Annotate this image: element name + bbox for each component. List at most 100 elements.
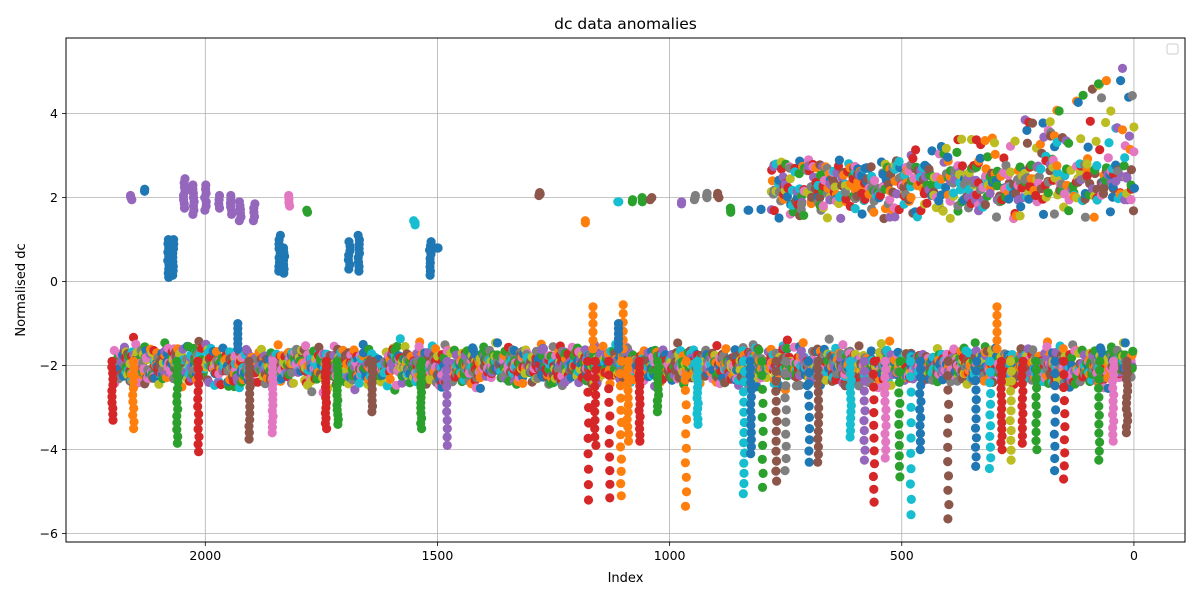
data-point bbox=[193, 394, 203, 404]
data-point bbox=[1017, 431, 1027, 441]
data-point bbox=[1106, 106, 1116, 116]
data-point bbox=[1043, 188, 1053, 198]
data-point bbox=[815, 193, 825, 203]
data-point bbox=[1058, 344, 1068, 354]
data-point bbox=[869, 207, 879, 217]
data-point bbox=[1050, 381, 1060, 391]
data-point bbox=[876, 339, 886, 349]
data-point bbox=[275, 230, 285, 240]
y-tick-label: −4 bbox=[40, 442, 58, 457]
data-point bbox=[771, 466, 781, 476]
data-point bbox=[409, 216, 419, 226]
data-point bbox=[201, 180, 211, 190]
data-point bbox=[1022, 125, 1032, 135]
data-point bbox=[859, 386, 869, 396]
data-point bbox=[992, 319, 1002, 329]
data-point bbox=[1094, 455, 1104, 465]
data-point bbox=[885, 336, 895, 346]
y-axis-label: Normalised dc bbox=[14, 243, 29, 336]
data-point bbox=[757, 412, 767, 422]
data-point bbox=[1060, 448, 1070, 458]
data-point bbox=[194, 409, 204, 419]
data-point bbox=[1010, 136, 1020, 146]
data-point bbox=[616, 430, 626, 440]
data-point bbox=[1045, 117, 1055, 127]
data-point bbox=[273, 340, 283, 350]
data-point bbox=[746, 413, 756, 423]
data-point bbox=[173, 431, 183, 442]
data-point bbox=[1005, 356, 1016, 366]
x-tick-label: 1000 bbox=[654, 548, 686, 563]
data-point bbox=[616, 491, 626, 501]
data-point bbox=[771, 436, 781, 446]
data-point bbox=[992, 344, 1002, 354]
data-point bbox=[957, 134, 967, 144]
data-point bbox=[813, 442, 824, 452]
data-point bbox=[628, 195, 638, 205]
data-point bbox=[652, 407, 663, 417]
y-tick-label: −6 bbox=[40, 526, 58, 541]
data-point bbox=[1094, 392, 1104, 402]
data-point bbox=[803, 390, 814, 400]
data-point bbox=[915, 388, 925, 399]
data-point bbox=[535, 188, 545, 198]
data-point bbox=[333, 419, 343, 429]
data-point bbox=[813, 418, 824, 428]
data-point bbox=[756, 204, 766, 214]
data-point bbox=[845, 432, 855, 442]
data-point bbox=[836, 213, 846, 223]
data-point bbox=[616, 393, 626, 403]
data-point bbox=[985, 378, 995, 388]
legend-box[interactable] bbox=[1166, 43, 1179, 55]
data-point bbox=[894, 461, 905, 471]
data-point bbox=[193, 424, 203, 434]
data-point bbox=[128, 383, 138, 393]
data-point bbox=[771, 426, 781, 436]
data-point bbox=[945, 213, 955, 223]
data-point bbox=[975, 153, 985, 163]
data-point bbox=[218, 343, 228, 353]
data-point bbox=[1049, 429, 1059, 439]
data-point bbox=[915, 356, 926, 366]
data-point bbox=[590, 382, 600, 392]
data-point bbox=[350, 385, 360, 395]
data-point bbox=[1018, 408, 1028, 419]
data-point bbox=[616, 466, 626, 476]
data-point bbox=[1060, 409, 1070, 419]
data-point bbox=[758, 398, 768, 408]
data-point bbox=[681, 429, 691, 439]
data-point bbox=[905, 479, 916, 489]
data-point bbox=[813, 372, 823, 382]
data-point bbox=[129, 370, 139, 380]
data-point bbox=[915, 404, 925, 415]
data-point bbox=[622, 371, 632, 381]
data-point bbox=[591, 390, 601, 400]
data-point bbox=[850, 204, 860, 214]
data-point bbox=[985, 399, 996, 409]
data-point bbox=[997, 445, 1007, 455]
data-point bbox=[922, 198, 932, 208]
data-point bbox=[1016, 202, 1026, 212]
data-point bbox=[1006, 366, 1017, 376]
data-point bbox=[859, 425, 869, 436]
data-point bbox=[771, 406, 781, 416]
data-point bbox=[943, 385, 953, 395]
data-point bbox=[860, 406, 870, 416]
y-tick-label: 0 bbox=[50, 274, 58, 289]
data-point bbox=[583, 387, 593, 397]
data-point bbox=[253, 377, 263, 387]
data-point bbox=[1124, 131, 1134, 141]
data-point bbox=[739, 428, 749, 438]
data-point bbox=[1103, 153, 1113, 163]
data-point bbox=[996, 438, 1006, 448]
data-point bbox=[738, 489, 748, 499]
data-point bbox=[915, 445, 925, 455]
data-point bbox=[1051, 405, 1061, 415]
data-point bbox=[287, 368, 297, 378]
data-point bbox=[1022, 138, 1032, 148]
data-point bbox=[172, 411, 182, 421]
data-point bbox=[916, 396, 926, 407]
data-point bbox=[129, 417, 139, 427]
data-point bbox=[866, 346, 876, 356]
data-point bbox=[173, 404, 183, 414]
